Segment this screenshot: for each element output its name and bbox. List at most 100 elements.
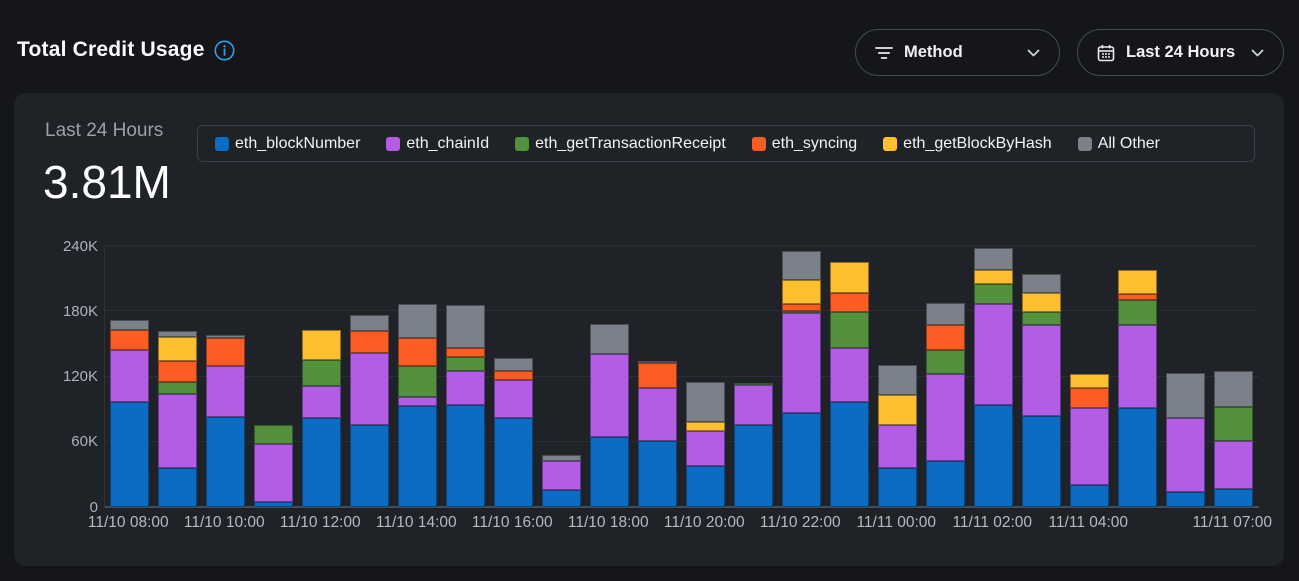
- y-gridline: [105, 375, 1259, 377]
- bar-segment-eth_blockNumber: [590, 437, 629, 507]
- bar-segment-eth_getBlockByHash: [1118, 269, 1157, 294]
- bar-11-10-21-00[interactable]: [734, 383, 773, 507]
- time-range-button[interactable]: Last 24 Hours: [1077, 29, 1284, 76]
- bar-segment-eth_blockNumber: [878, 467, 917, 507]
- legend-item-eth_getTransactionReceipt[interactable]: eth_getTransactionReceipt: [515, 135, 726, 153]
- bar-segment-All-Other: [1166, 373, 1205, 418]
- bar-segment-eth_blockNumber: [1166, 491, 1205, 507]
- bar-segment-eth_blockNumber: [782, 413, 821, 507]
- bar-11-10-22-00[interactable]: [782, 251, 821, 507]
- bar-segment-eth_blockNumber: [110, 401, 149, 507]
- bar-11-10-20-00[interactable]: [686, 381, 725, 507]
- bar-11-11-06-00[interactable]: [1166, 373, 1205, 507]
- bar-11-10-12-00[interactable]: [302, 329, 341, 507]
- info-icon[interactable]: [214, 40, 235, 61]
- bar-segment-eth_syncing: [830, 292, 869, 313]
- time-range-label: Last 24 Hours: [1126, 43, 1236, 61]
- bar-segment-eth_getBlockByHash: [302, 329, 341, 361]
- bar-11-10-16-00[interactable]: [494, 358, 533, 507]
- bar-segment-eth_syncing: [494, 371, 533, 380]
- bar-segment-All-Other: [542, 454, 581, 462]
- bar-segment-eth_syncing: [110, 329, 149, 351]
- legend-item-eth_syncing[interactable]: eth_syncing: [751, 134, 858, 153]
- bar-11-10-11-00[interactable]: [254, 425, 293, 507]
- bar-segment-eth_blockNumber: [830, 401, 869, 507]
- filter-icon: [875, 46, 893, 60]
- legend-swatch: [1077, 136, 1092, 151]
- bar-11-11-02-00[interactable]: [974, 248, 1013, 507]
- page-title: Total Credit Usage: [17, 38, 205, 61]
- x-axis-label: 11/10 16:00: [471, 514, 553, 531]
- bar-11-10-13-00[interactable]: [350, 314, 389, 507]
- bar-segment-eth_getTransactionReceipt: [158, 381, 197, 394]
- bar-segment-eth_blockNumber: [398, 405, 437, 507]
- bar-segment-eth_syncing: [350, 330, 389, 353]
- x-axis-label: 11/11 04:00: [1048, 514, 1129, 531]
- bar-segment-eth_getBlockByHash: [830, 262, 869, 293]
- bar-segment-eth_getTransactionReceipt: [926, 350, 965, 375]
- bar-segment-eth_chainId: [494, 379, 533, 418]
- bar-11-10-23-00[interactable]: [830, 262, 869, 507]
- bar-segment-eth_chainId: [446, 371, 485, 405]
- bar-11-11-00-00[interactable]: [878, 364, 917, 507]
- credit-usage-card: Last 24 Hours eth_blockNumber eth_chainId…: [14, 93, 1284, 566]
- bar-segment-eth_getBlockByHash: [1022, 292, 1061, 313]
- bar-11-10-14-00[interactable]: [398, 303, 437, 507]
- bar-segment-All-Other: [590, 324, 629, 354]
- legend-item-All-Other[interactable]: All Other: [1077, 135, 1160, 153]
- bar-11-10-15-00[interactable]: [446, 304, 485, 507]
- x-axis-label: 11/10 10:00: [183, 514, 265, 531]
- bar-segment-eth_chainId: [638, 388, 677, 441]
- bar-segment-eth_getTransactionReceipt: [782, 311, 821, 314]
- bar-segment-All-Other: [350, 314, 389, 331]
- bar-segment-All-Other: [782, 251, 821, 280]
- method-filter-button[interactable]: Method: [855, 29, 1060, 76]
- chevron-down-icon: [1027, 49, 1040, 57]
- page-header: Total Credit Usage: [17, 38, 235, 62]
- bar-segment-eth_chainId: [830, 348, 869, 402]
- bar-11-10-18-00[interactable]: [590, 324, 629, 507]
- bar-segment-eth_getBlockByHash: [158, 337, 197, 362]
- total-value: 3.81M: [43, 156, 171, 208]
- bar-segment-eth_chainId: [782, 313, 821, 414]
- bar-segment-eth_chainId: [254, 443, 293, 502]
- calendar-icon: [1097, 44, 1115, 62]
- method-filter-label: Method: [904, 43, 963, 61]
- bar-segment-eth_chainId: [110, 350, 149, 402]
- bar-11-10-08-00[interactable]: [110, 319, 149, 507]
- bar-11-11-01-00[interactable]: [926, 302, 965, 507]
- bar-segment-eth_chainId: [350, 352, 389, 426]
- legend-label: eth_syncing: [771, 134, 858, 152]
- bar-segment-eth_chainId: [158, 393, 197, 468]
- bar-11-10-17-00[interactable]: [542, 454, 581, 507]
- legend-item-eth_chainId[interactable]: eth_chainId: [386, 135, 489, 153]
- bar-11-10-10-00[interactable]: [206, 335, 245, 507]
- bar-11-10-09-00[interactable]: [158, 330, 197, 507]
- legend-item-eth_blockNumber[interactable]: eth_blockNumber: [215, 135, 360, 153]
- bar-segment-All-Other: [1022, 274, 1061, 293]
- bar-segment-eth_getTransactionReceipt: [734, 383, 773, 386]
- bar-segment-eth_chainId: [206, 365, 245, 417]
- bar-segment-All-Other: [398, 303, 437, 339]
- bar-segment-eth_syncing: [782, 303, 821, 312]
- x-axis-label: 11/10 22:00: [759, 514, 841, 531]
- legend-item-eth_getBlockByHash[interactable]: eth_getBlockByHash: [883, 135, 1052, 153]
- bar-segment-eth_blockNumber: [254, 501, 293, 507]
- bar-segment-All-Other: [206, 335, 245, 339]
- bar-segment-eth_blockNumber: [350, 425, 389, 507]
- bar-11-11-03-00[interactable]: [1022, 274, 1061, 507]
- bar-segment-All-Other: [158, 330, 197, 338]
- bar-11-11-04-00[interactable]: [1070, 374, 1109, 507]
- bar-11-11-05-00[interactable]: [1118, 269, 1157, 507]
- bar-segment-eth_chainId: [1118, 325, 1157, 409]
- bar-segment-eth_blockNumber: [1070, 485, 1109, 507]
- bar-11-10-19-00[interactable]: [638, 361, 677, 507]
- legend-label: eth_blockNumber: [235, 134, 361, 152]
- bar-segment-eth_getBlockByHash: [974, 269, 1013, 285]
- bar-segment-eth_getBlockByHash: [878, 395, 917, 426]
- bar-segment-eth_getTransactionReceipt: [254, 425, 293, 444]
- bar-11-11-07-00[interactable]: [1214, 371, 1253, 507]
- bar-segment-eth_syncing: [206, 338, 245, 366]
- bar-segment-eth_chainId: [542, 461, 581, 490]
- x-axis-label: 11/11 00:00: [856, 514, 937, 531]
